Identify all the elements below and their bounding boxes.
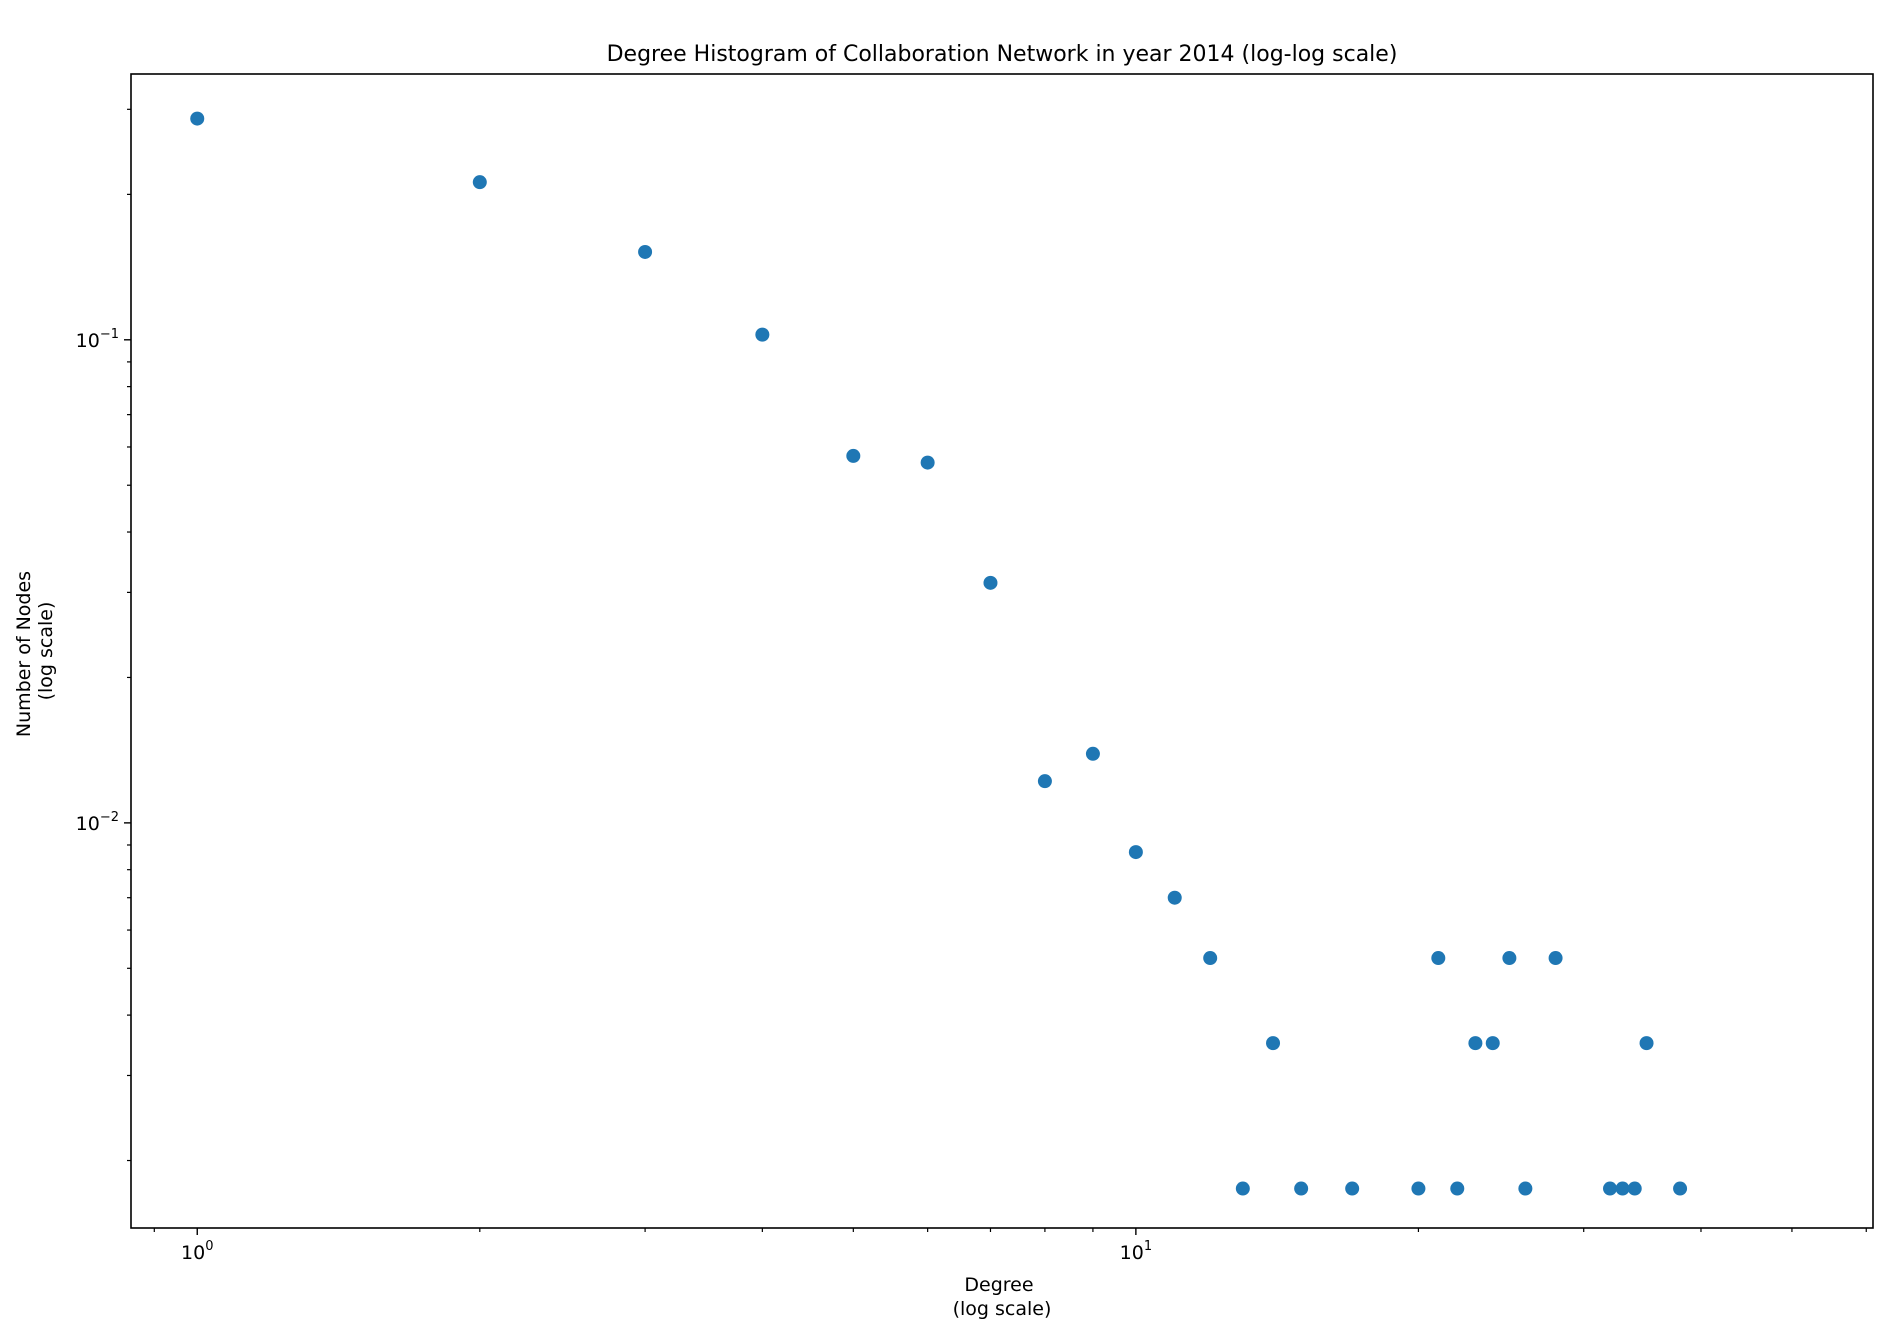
- y-tick-label-1: 10−1: [76, 327, 119, 352]
- x-tick-label-base-1: 10: [1120, 1242, 1144, 1264]
- data-point-25: [1615, 1181, 1630, 1196]
- y-tick-label-base-0: 10: [76, 813, 100, 835]
- data-point-28: [1673, 1181, 1688, 1196]
- y-tick-label-exp-1: −1: [100, 327, 119, 342]
- data-point-21: [1502, 951, 1517, 966]
- x-tick-label-exp-0: 0: [205, 1239, 213, 1254]
- data-point-6: [983, 575, 998, 590]
- x-tick-label-base-0: 10: [181, 1242, 205, 1264]
- data-point-13: [1266, 1036, 1281, 1051]
- data-point-23: [1548, 951, 1563, 966]
- data-point-1: [472, 175, 487, 190]
- data-point-19: [1468, 1036, 1483, 1051]
- data-point-26: [1627, 1181, 1642, 1196]
- x-axis-label-line-2: (log scale): [953, 1298, 1052, 1320]
- data-point-16: [1411, 1181, 1426, 1196]
- x-tick-label-0: 100: [181, 1239, 213, 1264]
- data-point-9: [1128, 845, 1143, 860]
- data-point-8: [1085, 746, 1100, 761]
- x-tick-label-1: 101: [1120, 1239, 1152, 1264]
- chart-title: Degree Histogram of Collaboration Networ…: [607, 42, 1398, 67]
- x-axis-label: Degree (log scale): [953, 1274, 1052, 1320]
- data-point-7: [1037, 774, 1052, 789]
- y-axis-label-line-2: (log scale): [35, 602, 57, 701]
- data-point-27: [1639, 1036, 1654, 1051]
- data-point-3: [755, 327, 770, 342]
- y-tick-label-0: 10−2: [76, 810, 119, 835]
- y-tick-label-exp-0: −2: [100, 810, 119, 825]
- data-point-12: [1235, 1181, 1250, 1196]
- data-point-0: [190, 111, 205, 126]
- data-point-24: [1603, 1181, 1618, 1196]
- data-point-14: [1294, 1181, 1309, 1196]
- data-points: [190, 111, 1688, 1196]
- data-point-17: [1431, 951, 1446, 966]
- data-point-11: [1203, 951, 1218, 966]
- x-tick-label-exp-1: 1: [1144, 1239, 1152, 1254]
- y-tick-label-base-1: 10: [76, 330, 100, 352]
- data-point-5: [920, 455, 935, 470]
- svg-text:Number of Nodes (log sca: Number of Nodes (log scale): [13, 565, 57, 737]
- data-point-22: [1518, 1181, 1533, 1196]
- data-point-10: [1167, 890, 1182, 905]
- x-axis-label-line-1: Degree: [964, 1274, 1033, 1296]
- y-axis-label: Number of Nodes (log scale): [13, 565, 57, 737]
- data-point-15: [1345, 1181, 1360, 1196]
- data-point-2: [638, 244, 653, 259]
- y-axis-label-line-1: Number of Nodes: [13, 571, 35, 737]
- plot-frame: [130, 73, 1874, 1229]
- data-point-20: [1485, 1036, 1500, 1051]
- data-point-4: [846, 448, 861, 463]
- data-point-18: [1450, 1181, 1465, 1196]
